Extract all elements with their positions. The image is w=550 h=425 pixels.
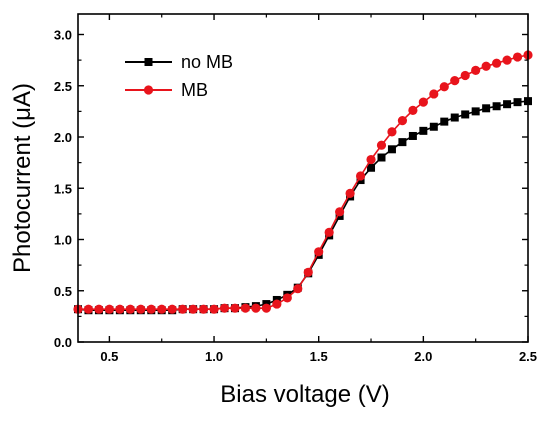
data-point [387, 145, 396, 154]
y-axis-title: Photocurrent (μA) [9, 83, 36, 273]
data-point [282, 293, 292, 303]
data-point [439, 82, 449, 92]
data-point [418, 97, 428, 107]
data-point [461, 110, 470, 119]
data-point [136, 304, 146, 314]
data-point [355, 171, 366, 181]
x-tick-label: 1.0 [205, 349, 223, 364]
legend-marker [143, 85, 154, 95]
data-point [512, 52, 523, 62]
data-point [419, 126, 428, 135]
data-point [219, 303, 230, 313]
x-tick-label: 0.5 [100, 349, 118, 364]
data-point [440, 117, 449, 126]
data-point [303, 267, 313, 277]
legend-label: no MB [181, 52, 233, 72]
data-point [314, 247, 324, 257]
data-point [324, 227, 334, 237]
plot-frame [77, 13, 529, 343]
data-point [460, 70, 470, 81]
data-point [502, 55, 512, 65]
data-point [251, 303, 261, 313]
data-point [376, 140, 387, 150]
data-point [230, 303, 240, 313]
data-point [209, 304, 219, 314]
data-point [366, 154, 376, 165]
data-point [481, 61, 491, 71]
data-point [492, 102, 501, 111]
data-point [429, 122, 438, 131]
x-axis-title: Bias voltage (V) [220, 381, 389, 408]
data-point [335, 207, 345, 217]
data-point [188, 304, 198, 314]
data-point [450, 113, 459, 122]
y-tick-label: 0.5 [54, 284, 72, 299]
x-tick-label: 2.0 [414, 349, 432, 364]
data-point [398, 138, 407, 147]
data-point [293, 284, 303, 294]
data-point [387, 127, 397, 137]
data-point [482, 104, 491, 113]
y-tick-label: 1.5 [54, 181, 72, 196]
data-point [471, 107, 480, 116]
legend: no MB MB [125, 52, 233, 100]
ticks-layer: 0.5 1.0 1.5 2.0 2.5 0.0 0.5 1.0 1.5 2.0 2.5 3.0 [54, 14, 537, 364]
data-point [367, 163, 376, 172]
data-point [429, 89, 439, 99]
y-tick-label: 2.5 [54, 79, 72, 94]
data-point [178, 304, 188, 314]
data-layer [73, 50, 533, 315]
data-point [397, 116, 408, 126]
series-line [77, 100, 529, 312]
data-point [104, 304, 114, 314]
legend-item: MB [125, 80, 208, 100]
y-tick-label: 3.0 [54, 28, 72, 43]
series-mb [73, 50, 533, 314]
data-point [503, 100, 512, 109]
data-point [83, 304, 94, 314]
data-point [261, 303, 271, 313]
data-point [94, 304, 104, 314]
data-point [513, 98, 522, 107]
data-point [240, 303, 251, 313]
y-tick-label: 2.0 [54, 130, 72, 145]
x-tick-label: 1.5 [310, 349, 328, 364]
data-point [272, 299, 282, 309]
legend-item: no MB [125, 52, 233, 72]
y-tick-label: 0.0 [54, 335, 72, 350]
data-point [167, 304, 177, 314]
data-point [146, 304, 156, 314]
data-point [157, 304, 167, 314]
data-point [115, 304, 125, 314]
data-point [408, 105, 418, 115]
x-tick-label: 2.5 [519, 349, 537, 364]
data-point [377, 153, 386, 162]
data-point [450, 76, 460, 86]
data-point [345, 188, 355, 198]
data-point [471, 65, 481, 75]
data-point [492, 58, 502, 68]
data-point [125, 304, 135, 314]
y-tick-label: 1.0 [54, 233, 72, 248]
legend-marker [144, 58, 153, 66]
data-point [198, 304, 209, 314]
legend-label: MB [181, 80, 208, 100]
data-point [408, 131, 417, 140]
